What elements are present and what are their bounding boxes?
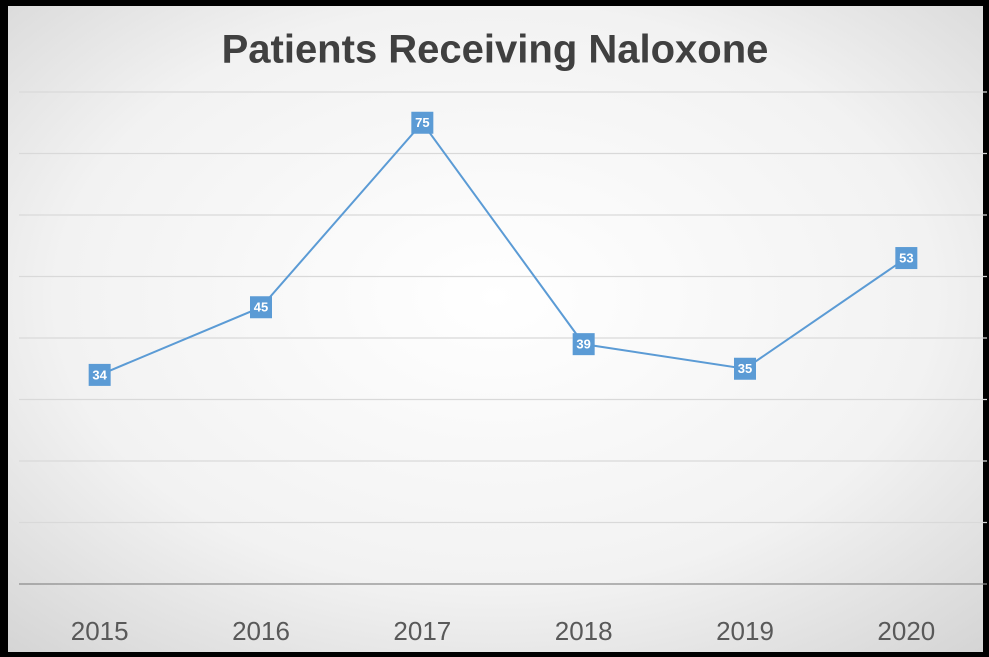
marker xyxy=(572,333,595,356)
marker xyxy=(250,296,272,319)
marker xyxy=(734,357,756,380)
data-label: 35 xyxy=(738,361,752,376)
x-tick-label: 2016 xyxy=(232,616,290,646)
x-tick-label: 2015 xyxy=(71,616,129,646)
x-tick-label: 2020 xyxy=(877,616,935,646)
data-label: 39 xyxy=(576,337,590,352)
x-tick-label: 2018 xyxy=(555,616,613,646)
x-tick-label: 2017 xyxy=(393,616,451,646)
data-label: 53 xyxy=(899,250,913,265)
marker xyxy=(895,247,918,270)
data-label: 75 xyxy=(415,115,429,130)
x-tick-label: 2019 xyxy=(716,616,774,646)
data-label: 45 xyxy=(254,300,268,315)
line xyxy=(99,121,907,376)
marker xyxy=(411,111,434,134)
marker xyxy=(88,363,111,386)
chart-title: Patients Receiving Naloxone xyxy=(222,28,769,72)
data-label: 34 xyxy=(92,367,107,382)
chart-background xyxy=(8,6,983,652)
